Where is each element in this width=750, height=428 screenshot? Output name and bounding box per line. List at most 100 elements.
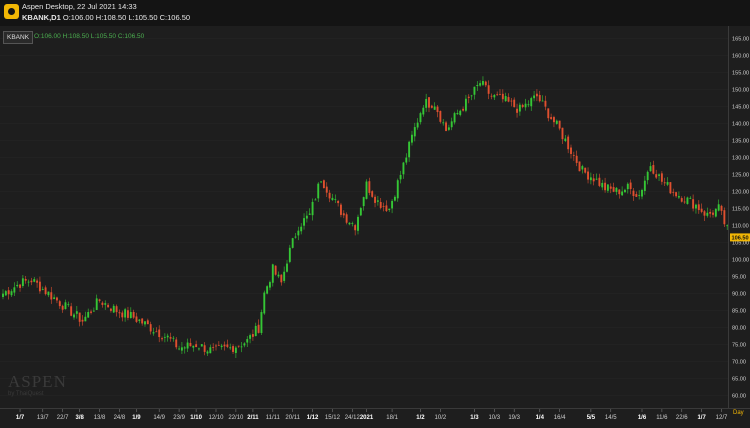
candle[interactable] [257, 319, 260, 334]
candle[interactable] [61, 304, 64, 313]
candle[interactable] [146, 318, 149, 325]
candle[interactable] [606, 184, 609, 194]
candle[interactable] [64, 299, 67, 310]
candle[interactable] [81, 315, 84, 326]
candle[interactable] [533, 91, 536, 102]
candle[interactable] [413, 122, 416, 142]
candle[interactable] [524, 98, 527, 111]
candle[interactable] [584, 167, 587, 174]
candle[interactable] [348, 222, 351, 226]
price-chart[interactable] [0, 26, 728, 408]
candle[interactable] [513, 97, 516, 108]
candle[interactable] [479, 80, 482, 87]
candle[interactable] [473, 86, 476, 100]
candle[interactable] [73, 312, 75, 320]
candle[interactable] [544, 95, 547, 111]
candle[interactable] [399, 170, 402, 184]
candle[interactable] [215, 343, 217, 351]
candle[interactable] [376, 196, 379, 206]
candle[interactable] [33, 277, 36, 283]
candle[interactable] [510, 97, 513, 107]
candle[interactable] [38, 276, 41, 294]
candle[interactable] [490, 93, 493, 100]
candle[interactable] [388, 208, 391, 212]
candle[interactable] [700, 203, 703, 214]
candle[interactable] [504, 92, 507, 102]
candle[interactable] [303, 213, 305, 230]
candle[interactable] [555, 119, 558, 125]
candle[interactable] [393, 195, 396, 202]
candle[interactable] [493, 94, 496, 100]
candle[interactable] [453, 111, 456, 125]
candle[interactable] [203, 342, 206, 356]
candle[interactable] [274, 265, 277, 276]
candle[interactable] [84, 311, 87, 322]
candle[interactable] [16, 281, 19, 288]
candle[interactable] [10, 289, 13, 297]
candle[interactable] [121, 310, 124, 322]
candle[interactable] [604, 177, 607, 193]
candle[interactable] [135, 312, 138, 323]
candle[interactable] [124, 307, 127, 322]
candle[interactable] [27, 279, 30, 287]
candle[interactable] [127, 306, 129, 321]
candle[interactable] [706, 207, 709, 218]
candle[interactable] [462, 106, 465, 112]
candle[interactable] [598, 173, 601, 188]
candle[interactable] [501, 89, 504, 103]
candle[interactable] [288, 244, 291, 264]
candle[interactable] [720, 204, 723, 216]
candle[interactable] [24, 275, 27, 284]
candle[interactable] [237, 345, 240, 348]
candle[interactable] [149, 321, 152, 335]
candle[interactable] [13, 282, 16, 296]
candle[interactable] [439, 110, 442, 124]
candle[interactable] [416, 118, 419, 130]
candle[interactable] [232, 344, 234, 355]
candle[interactable] [641, 188, 643, 200]
candle[interactable] [567, 134, 570, 154]
candle[interactable] [530, 96, 533, 111]
candle[interactable] [405, 153, 408, 165]
candle[interactable] [192, 345, 195, 352]
candle[interactable] [161, 336, 163, 342]
candle[interactable] [169, 332, 172, 342]
candle[interactable] [436, 105, 439, 118]
candle[interactable] [101, 301, 104, 308]
candle[interactable] [294, 233, 297, 239]
candle[interactable] [686, 196, 689, 205]
candle[interactable] [212, 343, 215, 352]
candle[interactable] [419, 111, 422, 125]
candle[interactable] [660, 171, 663, 185]
candle[interactable] [408, 140, 411, 162]
candle[interactable] [175, 337, 178, 350]
candle[interactable] [325, 182, 328, 198]
chart-area[interactable] [0, 26, 728, 408]
candle[interactable] [467, 94, 470, 104]
candle[interactable] [538, 90, 541, 103]
candle[interactable] [445, 120, 447, 132]
candle[interactable] [331, 193, 334, 201]
candle[interactable] [243, 342, 246, 348]
candle[interactable] [30, 277, 33, 286]
candle[interactable] [217, 341, 220, 346]
candle[interactable] [714, 208, 717, 218]
time-axis[interactable]: 1/7 13/7 22/7 3/8 13/8 24/8 1/9 14/9 23/9 1/10 12/… [0, 408, 750, 423]
candle[interactable] [422, 105, 425, 117]
candle[interactable] [141, 318, 144, 326]
candle[interactable] [4, 289, 7, 297]
candle[interactable] [595, 173, 598, 181]
candle[interactable] [249, 333, 252, 344]
candle[interactable] [430, 104, 433, 109]
candle[interactable] [291, 237, 294, 249]
candle[interactable] [379, 198, 382, 210]
candle[interactable] [396, 178, 399, 202]
candle[interactable] [459, 109, 462, 117]
candle[interactable] [226, 339, 229, 349]
candle[interactable] [260, 309, 263, 336]
candle[interactable] [587, 167, 589, 184]
candle[interactable] [558, 120, 561, 131]
candle[interactable] [712, 210, 714, 218]
candle[interactable] [553, 115, 555, 128]
candle[interactable] [345, 212, 348, 225]
